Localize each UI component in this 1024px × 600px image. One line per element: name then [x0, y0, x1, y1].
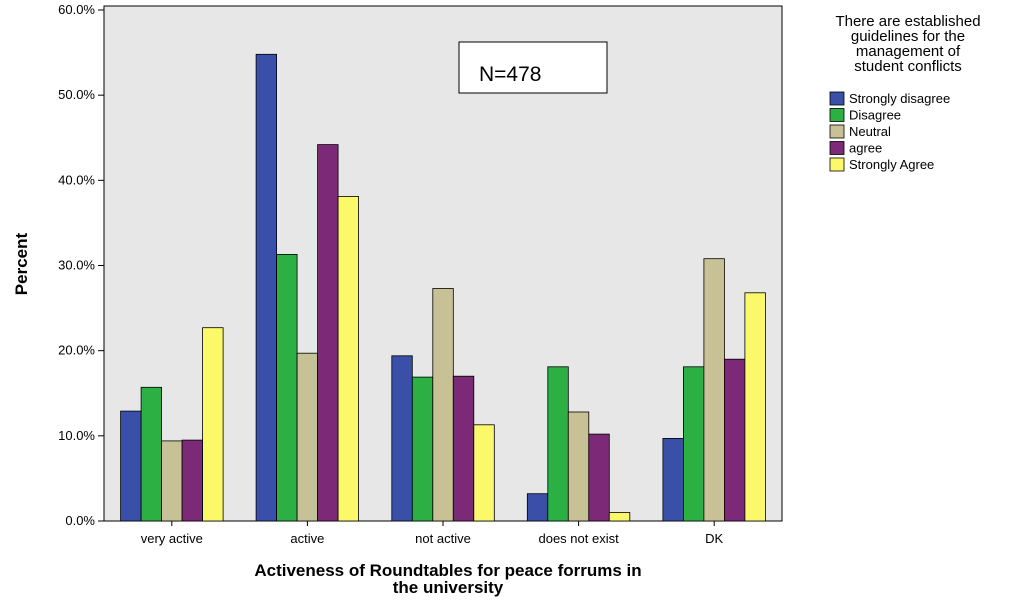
bar	[161, 440, 183, 522]
x-axis-label: Activeness of Roundtables for peace forr…	[254, 561, 641, 597]
bar	[317, 144, 339, 522]
x-axis: very active active not active does not exis…	[141, 521, 724, 546]
legend-swatch	[829, 157, 845, 172]
bar	[432, 288, 454, 522]
y-tick-label: 30.0%	[58, 258, 95, 273]
y-tick-label: 20.0%	[58, 343, 95, 358]
bar	[588, 433, 610, 522]
legend-title-line: There are established	[835, 13, 980, 30]
bars	[120, 53, 766, 522]
legend-swatch	[829, 124, 845, 139]
x-axis-label-line-2: the university	[393, 578, 504, 597]
legend-swatch	[829, 91, 845, 106]
bar	[181, 439, 204, 522]
bar	[276, 253, 298, 522]
legend-swatch	[829, 141, 845, 155]
bar	[411, 376, 434, 522]
y-tick-label: 10.0%	[58, 428, 95, 443]
bar	[526, 493, 549, 522]
legend-label: Neutral	[849, 124, 891, 139]
y-axis: 0.0% 10.0% 20.0% 30.0% 40.0% 50.0% 60.0%	[58, 2, 104, 528]
legend-title-line: student conflicts	[854, 58, 962, 75]
y-tick-label: 40.0%	[58, 172, 95, 187]
bar	[703, 258, 725, 522]
x-tick-label: DK	[705, 531, 723, 546]
bar	[683, 366, 705, 522]
x-axis-label-line-1: Activeness of Roundtables for peace forr…	[254, 561, 641, 580]
y-axis-label: Percent	[12, 232, 31, 295]
n-annotation-box	[458, 41, 608, 94]
bar	[296, 352, 319, 522]
bar	[391, 355, 413, 522]
x-tick-label: does not exist	[538, 531, 619, 546]
bar	[567, 411, 590, 522]
bar	[608, 512, 631, 522]
bar	[452, 375, 475, 522]
x-tick-label: active	[290, 531, 324, 546]
legend-title-line: management of	[856, 43, 961, 60]
bar	[202, 327, 224, 522]
legend-label: Disagree	[849, 108, 901, 123]
bar	[473, 424, 495, 522]
bar	[724, 358, 746, 522]
bar	[255, 53, 278, 522]
legend-label: Strongly Agree	[849, 157, 934, 172]
legend-title-line: guidelines for the	[851, 28, 965, 45]
bar	[337, 196, 360, 522]
bar	[744, 292, 766, 522]
x-tick-label: not active	[415, 531, 471, 546]
y-tick-label: 60.0%	[58, 2, 95, 17]
legend-label: Strongly disagree	[849, 91, 950, 106]
bar	[547, 366, 569, 522]
x-tick-label: very active	[141, 531, 203, 546]
y-tick-label: 50.0%	[58, 87, 95, 102]
n-annotation: N=478	[458, 41, 608, 94]
legend-swatch	[829, 108, 845, 122]
bar	[140, 386, 163, 522]
y-tick-label: 0.0%	[65, 513, 95, 528]
n-annotation-text: N=478	[479, 63, 541, 86]
legend-label: agree	[849, 141, 882, 156]
bar	[662, 437, 684, 522]
bar	[120, 410, 142, 522]
